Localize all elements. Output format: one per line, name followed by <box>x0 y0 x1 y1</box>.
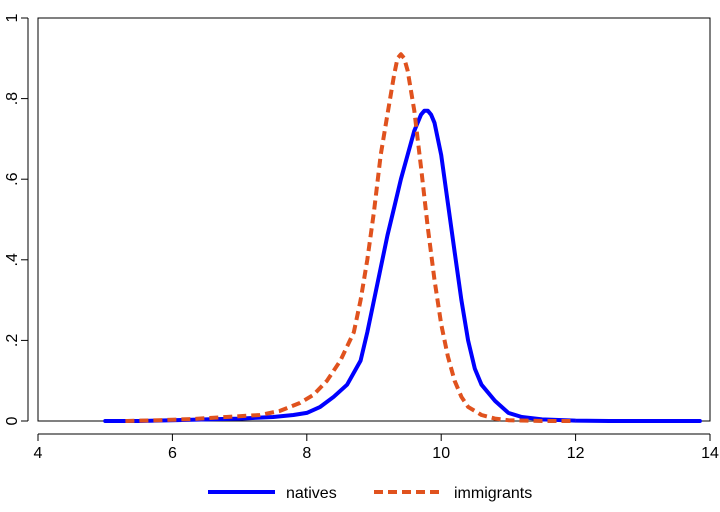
x-tick-label: 14 <box>701 445 719 462</box>
x-tick-label: 4 <box>34 445 43 462</box>
axes: 4 6 8 10 12 14 0 .2 .4 .6 .8 1 <box>4 13 719 462</box>
x-tick-label: 10 <box>432 445 450 462</box>
legend: natives immigrants <box>208 485 532 502</box>
plot-frame <box>37 17 711 422</box>
legend-label-immigrants: immigrants <box>454 485 532 502</box>
y-tick-label: .2 <box>4 334 21 347</box>
series-lines <box>103 52 702 423</box>
x-tick-label: 12 <box>567 445 585 462</box>
y-tick-label: .6 <box>4 172 21 185</box>
series-line-immigrants <box>125 52 576 423</box>
y-tick-label: .4 <box>4 253 21 266</box>
y-tick-label: 0 <box>4 416 21 425</box>
x-tick-label: 6 <box>168 445 177 462</box>
legend-label-natives: natives <box>286 485 337 502</box>
series-line-natives <box>103 108 702 423</box>
x-tick-label: 8 <box>302 445 311 462</box>
y-tick-label: 1 <box>4 13 21 22</box>
y-tick-label: .8 <box>4 92 21 105</box>
